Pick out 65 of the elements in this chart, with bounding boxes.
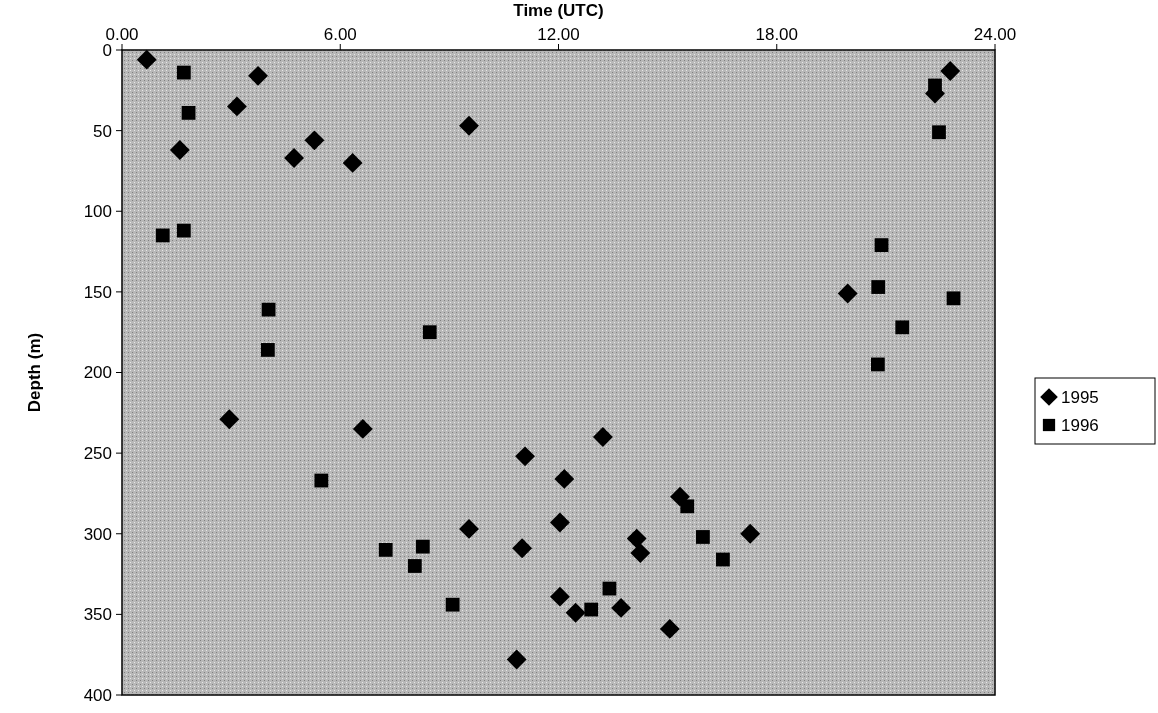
- point: [932, 125, 946, 140]
- point: [261, 302, 276, 317]
- x-axis-title: Time (UTC): [513, 1, 604, 20]
- x-tick-label: 12.00: [537, 25, 580, 44]
- point: [169, 140, 190, 160]
- point: [659, 618, 680, 639]
- legend-label: 1995: [1061, 387, 1099, 407]
- point: [716, 552, 730, 567]
- point: [696, 530, 710, 544]
- point: [584, 602, 599, 617]
- y-tick-label: 100: [83, 202, 112, 222]
- point: [946, 291, 961, 306]
- point: [260, 343, 275, 357]
- point: [611, 598, 631, 618]
- y-tick-label: 350: [83, 605, 112, 625]
- point: [506, 649, 527, 670]
- point: [378, 542, 393, 557]
- point: [459, 518, 479, 539]
- point: [895, 320, 910, 335]
- point: [304, 130, 325, 151]
- point: [630, 543, 651, 564]
- point: [592, 427, 613, 447]
- x-tick-label: 18.00: [755, 25, 799, 44]
- point: [515, 446, 535, 467]
- x-tick-label: 6.00: [323, 25, 357, 44]
- point: [176, 65, 191, 80]
- point: [248, 65, 268, 86]
- point: [940, 61, 961, 81]
- y-axis-title: Depth (m): [25, 332, 44, 413]
- point: [176, 223, 191, 238]
- point: [870, 357, 885, 372]
- point: [284, 148, 304, 168]
- point: [314, 473, 329, 488]
- point: [352, 419, 373, 439]
- point: [181, 106, 196, 120]
- point: [342, 152, 363, 173]
- point: [565, 602, 586, 623]
- point: [415, 539, 430, 554]
- point: [422, 325, 437, 340]
- point: [928, 78, 942, 93]
- point: [227, 96, 247, 117]
- y-tick-label: 50: [93, 121, 112, 141]
- y-tick-label: 300: [83, 524, 112, 544]
- x-tick-label: 24.00: [973, 25, 1017, 44]
- point: [837, 283, 858, 304]
- y-tick-label: 200: [83, 363, 112, 383]
- point: [554, 469, 575, 489]
- point: [626, 528, 647, 549]
- point: [550, 512, 570, 533]
- y-tick-label: 400: [83, 685, 112, 705]
- y-tick-label: 150: [83, 282, 112, 302]
- point: [680, 499, 695, 514]
- legend-label: 1996: [1061, 415, 1099, 435]
- point: [407, 559, 422, 573]
- y-tick-label: 250: [83, 444, 112, 464]
- point: [445, 597, 460, 612]
- point: [550, 586, 570, 607]
- point: [219, 409, 240, 430]
- point: [459, 115, 479, 136]
- point: [155, 228, 170, 243]
- point: [136, 49, 157, 70]
- point: [740, 523, 761, 544]
- point: [871, 280, 886, 294]
- point: [512, 538, 533, 559]
- point: [874, 238, 889, 252]
